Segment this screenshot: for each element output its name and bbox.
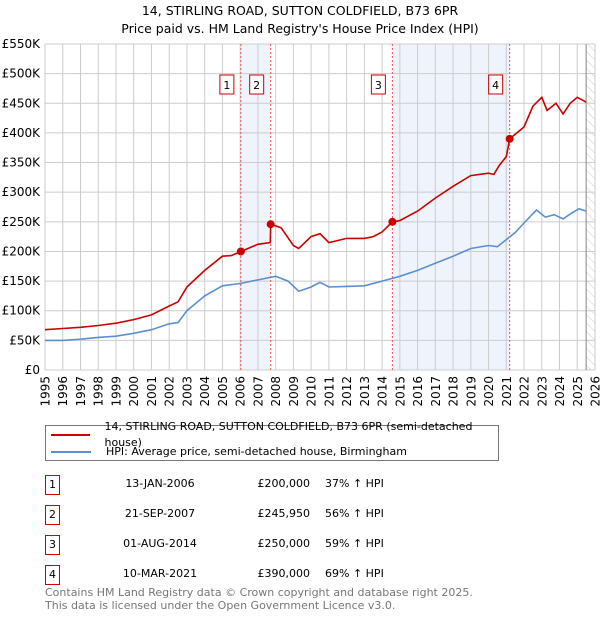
sale-label-box xyxy=(219,74,235,95)
future-hatch xyxy=(586,44,595,370)
transaction-price: £245,950 xyxy=(257,507,311,520)
transaction-hpi-change: 56% ↑ HPI xyxy=(325,507,384,520)
sale-label-box xyxy=(488,74,504,95)
sale-point xyxy=(505,134,514,143)
transaction-number: 4 xyxy=(45,565,60,585)
ownership-shade xyxy=(240,44,271,370)
x-tick-label: 2000 xyxy=(127,376,141,407)
transaction-price: £200,000 xyxy=(257,477,311,490)
y-tick-label: £200K xyxy=(2,244,42,258)
sale-label-box xyxy=(249,74,265,95)
footer-copyright: Contains HM Land Registry data © Crown c… xyxy=(45,586,473,599)
chart-subtitle: Price paid vs. HM Land Registry's House … xyxy=(121,21,479,36)
transaction-date: 13-JAN-2006 xyxy=(125,477,195,490)
transaction-row: 3 01-AUG-2014 £250,000 59% ↑ HPI xyxy=(45,535,545,555)
x-tick-label: 2001 xyxy=(145,376,159,407)
x-tick-label: 2026 xyxy=(589,376,600,407)
legend: 14, STIRLING ROAD, SUTTON COLDFIELD, B73… xyxy=(45,420,499,461)
price-chart: 1995 1996 1997 1998 1999 2000 2001 2002 2003 2004… xyxy=(2,37,600,407)
sale-point xyxy=(388,217,397,226)
transaction-number: 3 xyxy=(45,535,60,555)
x-tick-label: 1997 xyxy=(74,376,88,407)
x-tick-label: 2009 xyxy=(287,376,301,407)
x-tick-label: 1998 xyxy=(92,376,106,407)
y-tick-label: £250K xyxy=(2,215,42,229)
transaction-hpi-change: 37% ↑ HPI xyxy=(325,477,384,490)
sale-point xyxy=(266,220,275,229)
x-tick-label: 2010 xyxy=(305,376,319,407)
x-tick-label: 1996 xyxy=(56,376,70,407)
x-tick-label: 2025 xyxy=(571,376,585,407)
y-tick-label: £150K xyxy=(2,274,42,288)
y-tick-label: £0 xyxy=(25,363,40,377)
y-tick-label: £50K xyxy=(9,333,41,347)
x-tick-label: 2007 xyxy=(251,376,265,407)
sale-point xyxy=(236,247,245,256)
sale-label: 2 xyxy=(253,79,260,92)
y-tick-label: £100K xyxy=(2,304,42,318)
x-tick-label: 2024 xyxy=(553,376,567,407)
sale-label: 1 xyxy=(223,79,230,92)
x-tick-label: 2012 xyxy=(340,376,354,407)
footer-licence: This data is licensed under the Open Gov… xyxy=(45,599,396,612)
legend-swatch-property xyxy=(51,434,90,436)
transaction-hpi-change: 59% ↑ HPI xyxy=(325,537,384,550)
ownership-shade xyxy=(392,44,510,370)
legend-item-property: 14, STIRLING ROAD, SUTTON COLDFIELD, B73… xyxy=(46,420,498,449)
transaction-date: 01-AUG-2014 xyxy=(123,537,197,550)
y-tick-label: £550K xyxy=(2,37,42,51)
x-tick-label: 2023 xyxy=(535,376,549,407)
x-tick-label: 2014 xyxy=(376,376,390,407)
x-tick-label: 2003 xyxy=(180,376,194,407)
x-tick-label: 1995 xyxy=(39,376,53,407)
transaction-row: 4 10-MAR-2021 £390,000 69% ↑ HPI xyxy=(45,565,545,585)
transaction-hpi-change: 69% ↑ HPI xyxy=(325,567,384,580)
series-line-property xyxy=(44,95,587,331)
legend-item-hpi: HPI: Average price, semi-detached house,… xyxy=(46,444,407,460)
legend-swatch-hpi xyxy=(51,451,91,453)
transaction-row: 2 21-SEP-2007 £245,950 56% ↑ HPI xyxy=(45,505,545,525)
transaction-date: 21-SEP-2007 xyxy=(124,507,196,520)
x-tick-label: 2002 xyxy=(163,376,177,407)
x-tick-label: 2015 xyxy=(393,376,407,407)
x-tick-label: 2005 xyxy=(216,376,230,407)
x-tick-label: 2021 xyxy=(500,376,514,407)
x-tick-label: 2011 xyxy=(322,376,336,407)
transaction-price: £250,000 xyxy=(257,537,311,550)
x-tick-label: 2019 xyxy=(464,376,478,407)
transaction-price: £390,000 xyxy=(257,567,311,580)
transaction-row: 1 13-JAN-2006 £200,000 37% ↑ HPI xyxy=(45,475,545,495)
y-tick-label: £300K xyxy=(2,185,42,199)
sale-label: 3 xyxy=(375,79,382,92)
y-tick-label: £350K xyxy=(2,156,42,170)
sale-label-box xyxy=(370,74,386,95)
chart-title: 14, STIRLING ROAD, SUTTON COLDFIELD, B73… xyxy=(141,3,459,18)
transaction-date: 10-MAR-2021 xyxy=(122,567,198,580)
transaction-number: 2 xyxy=(45,505,60,525)
legend-label-hpi: HPI: Average price, semi-detached house,… xyxy=(106,445,407,458)
x-tick-label: 2022 xyxy=(518,376,532,407)
x-tick-label: 2006 xyxy=(234,376,248,407)
x-tick-label: 2020 xyxy=(482,376,496,407)
x-tick-label: 2008 xyxy=(269,376,283,407)
transaction-number: 1 xyxy=(45,475,60,495)
x-tick-label: 1999 xyxy=(109,376,123,407)
legend-label-property: 14, STIRLING ROAD, SUTTON COLDFIELD, B73… xyxy=(104,420,473,449)
y-tick-label: £450K xyxy=(2,96,42,110)
y-tick-label: £500K xyxy=(2,67,42,81)
x-tick-label: 2017 xyxy=(429,376,443,407)
x-tick-label: 2004 xyxy=(198,376,212,407)
x-tick-label: 2013 xyxy=(358,376,372,407)
y-tick-label: £400K xyxy=(2,126,42,140)
series-line-hpi xyxy=(45,207,587,342)
x-tick-label: 2018 xyxy=(447,376,461,407)
x-tick-label: 2016 xyxy=(411,376,425,407)
sale-label: 4 xyxy=(492,79,499,92)
